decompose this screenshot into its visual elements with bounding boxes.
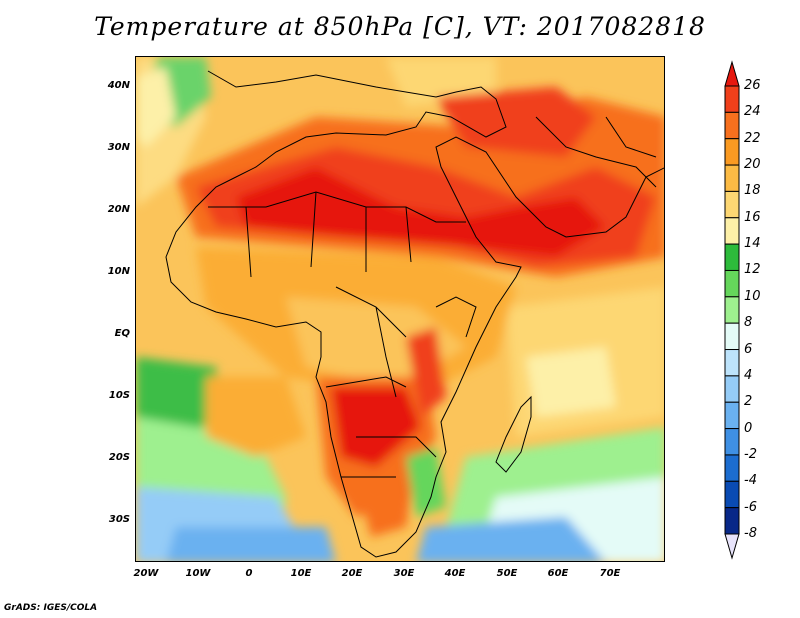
- lon-label-20w: 20W: [133, 568, 159, 579]
- colorbar-box: [724, 507, 740, 535]
- colorbar-box: [724, 85, 740, 113]
- colorbar-label: 8: [744, 315, 753, 331]
- colorbar-label: 22: [744, 130, 761, 146]
- chart-title: Temperature at 850hPa [C], VT: 201708281…: [94, 12, 706, 41]
- colorbar-box: [724, 375, 740, 403]
- colorbar-box: [724, 164, 740, 192]
- colorbar: [724, 60, 740, 560]
- temperature-field: [136, 57, 664, 561]
- colorbar-box: [724, 322, 740, 351]
- colorbar-box: [724, 243, 740, 271]
- lat-label-40n: 40N: [107, 80, 130, 91]
- triangle-down-icon: [724, 533, 740, 560]
- lat-label-30n: 30N: [107, 142, 130, 153]
- lat-label-20s: 20S: [108, 452, 130, 463]
- colorbar-label: -8: [744, 526, 757, 541]
- colorbar-box: [724, 428, 740, 456]
- colorbar-box: [724, 269, 740, 298]
- colorbar-label: 16: [744, 209, 761, 225]
- colorbar-label: 0: [744, 420, 753, 436]
- colorbar-box: [724, 138, 740, 166]
- colorbar-box: [724, 190, 740, 219]
- triangle-up-icon: [724, 60, 740, 87]
- colorbar-label: 6: [744, 341, 753, 357]
- colorbar-box: [724, 480, 740, 509]
- colorbar-label: 26: [744, 78, 761, 93]
- colorbar-label: -6: [744, 499, 757, 515]
- colorbar-label: 4: [744, 367, 753, 383]
- lat-label-10s: 10S: [108, 390, 130, 401]
- lon-label-70e: 70E: [599, 568, 621, 579]
- coastlines: [165, 70, 664, 558]
- lat-label-30s: 30S: [108, 514, 130, 525]
- lon-label-60e: 60E: [547, 568, 569, 579]
- colorbar-label: 12: [744, 262, 761, 278]
- temperature-map: [135, 56, 665, 562]
- colorbar-box: [724, 296, 740, 324]
- lon-label-10e: 10E: [290, 568, 312, 579]
- colorbar-box: [724, 454, 740, 482]
- lat-label-20n: 20N: [107, 204, 130, 215]
- colorbar-label: 18: [744, 183, 761, 199]
- colorbar-box: [724, 349, 740, 377]
- colorbar-label: 20: [744, 157, 761, 173]
- lon-label-50e: 50E: [496, 568, 518, 579]
- colorbar-label: 14: [744, 236, 761, 252]
- lon-label-0: 0: [245, 568, 253, 579]
- colorbar-box: [724, 111, 740, 140]
- colorbar-label: 24: [744, 104, 761, 120]
- lat-label-10n: 10N: [107, 266, 130, 277]
- colorbar-box: [724, 401, 740, 430]
- lon-label-10w: 10W: [185, 568, 211, 579]
- grads-credit: GrADS: IGES/COLA: [4, 603, 98, 613]
- lat-label-eq: EQ: [114, 328, 130, 339]
- colorbar-box: [724, 217, 740, 245]
- lon-label-20e: 20E: [341, 568, 363, 579]
- lon-label-30e: 30E: [393, 568, 415, 579]
- lon-label-40e: 40E: [444, 568, 466, 579]
- colorbar-label: 10: [744, 288, 761, 304]
- colorbar-label: 2: [744, 394, 753, 410]
- colorbar-label: -2: [744, 446, 757, 462]
- colorbar-label: -4: [744, 473, 757, 489]
